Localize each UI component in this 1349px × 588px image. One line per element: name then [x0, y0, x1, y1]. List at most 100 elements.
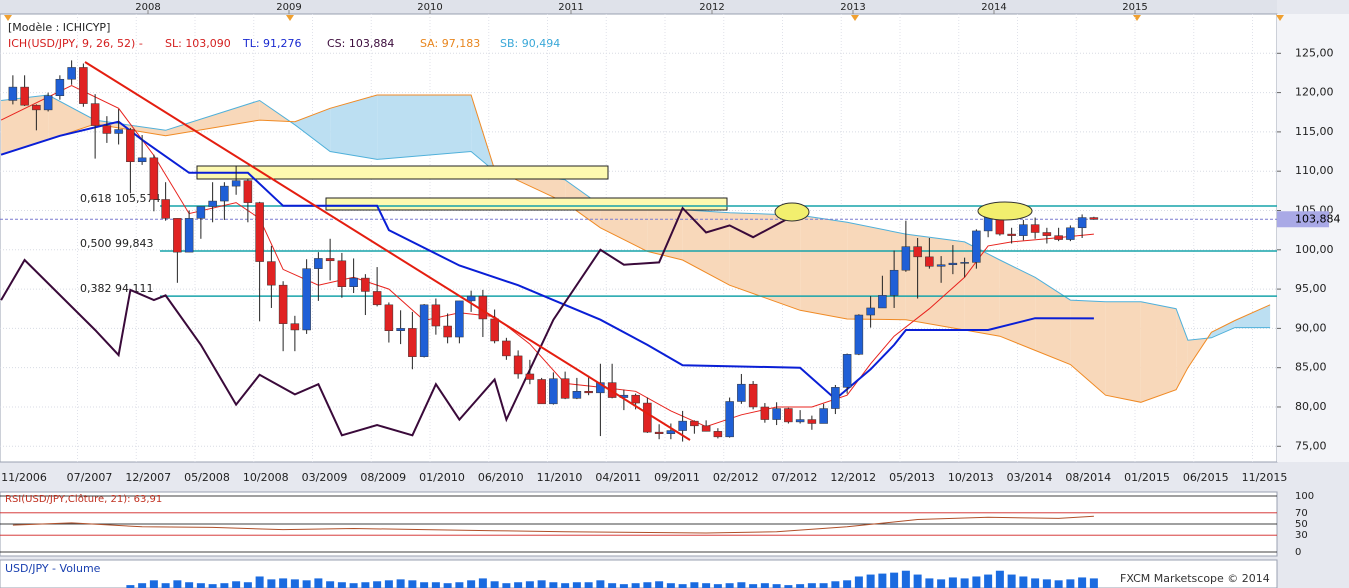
highlight-ellipse	[977, 201, 1033, 221]
x-tick-label: 05/2008	[184, 471, 230, 484]
candle-body	[537, 379, 546, 405]
candle-body	[525, 373, 535, 380]
candle-body	[607, 382, 617, 398]
volume-bar	[843, 580, 852, 588]
marker	[1133, 15, 1141, 21]
candle-body	[549, 378, 558, 405]
candle-body	[79, 67, 88, 104]
candle-body	[32, 104, 41, 111]
cloud-fill	[647, 207, 683, 261]
candle-body	[1042, 232, 1052, 236]
candle-body	[1089, 217, 1099, 220]
cloud-fill	[800, 215, 848, 319]
volume-bar	[173, 580, 182, 588]
volume-bar	[525, 581, 534, 588]
candle-body	[231, 180, 241, 187]
x-tick-label: 07/2012	[772, 471, 818, 484]
rsi-tick-label: 70	[1295, 508, 1308, 519]
volume-bar	[1078, 577, 1087, 588]
cloud-fill	[330, 94, 378, 160]
candle-body	[396, 328, 405, 331]
top-tick-label: 2011	[558, 2, 583, 13]
candle-body	[20, 86, 29, 106]
candle-body	[936, 264, 946, 267]
cloud-fill	[999, 260, 1036, 351]
candle-body	[149, 157, 159, 200]
candle-body	[90, 103, 100, 126]
x-tick-label: 05/2013	[889, 471, 935, 484]
candle-body	[419, 304, 429, 357]
model-label: [Modèle : ICHICYP]	[8, 21, 110, 34]
volume-bar	[796, 584, 805, 588]
volume-bar	[314, 578, 323, 588]
candle-body	[866, 307, 875, 316]
volume-bar	[408, 580, 417, 588]
volume-bar	[831, 581, 840, 588]
volume-bar	[584, 582, 593, 588]
y-tick-label: 120,00	[1295, 86, 1334, 99]
rsi-line	[12, 515, 1094, 534]
candle-body	[173, 218, 182, 253]
candle-body	[737, 383, 746, 402]
x-tick-label: 09/2011	[654, 471, 700, 484]
top-tick-label: 2014	[981, 2, 1006, 13]
volume-bar	[713, 584, 722, 588]
y-tick-label: 80,00	[1295, 400, 1327, 413]
x-tick-label: 06/2015	[1183, 471, 1229, 484]
candle-body	[666, 430, 676, 434]
volume-bar	[619, 584, 628, 588]
candle-body	[1077, 217, 1087, 229]
x-tick-label: 03/2009	[302, 471, 348, 484]
volume-bar	[725, 583, 734, 588]
y-tick-label: 75,00	[1295, 439, 1327, 452]
marker	[286, 15, 294, 21]
volume-bar	[232, 581, 241, 588]
indicator-label: SL: 103,090	[165, 37, 231, 50]
candle-body	[443, 325, 452, 338]
candle-body	[725, 401, 734, 438]
volume-bar	[608, 583, 617, 588]
top-tick-label: 2012	[699, 2, 724, 13]
cloud-fill	[1211, 320, 1235, 338]
candle-body	[713, 431, 723, 438]
volume-bar	[702, 583, 711, 588]
volume-bar	[243, 582, 252, 588]
candle-body	[1054, 235, 1063, 240]
top-tick-label: 2008	[135, 2, 160, 13]
top-tick-label: 2010	[417, 2, 442, 13]
volume	[126, 570, 1098, 588]
candle-body	[513, 355, 523, 375]
candle-body	[584, 391, 593, 394]
axes: 75,0080,0085,0090,0095,00100,00105,00110…	[1, 2, 1340, 484]
candle-body	[8, 86, 18, 101]
candle-body	[408, 328, 417, 357]
indicator-label: SB: 90,494	[500, 37, 560, 50]
candle-body	[960, 262, 969, 264]
cloud-fill	[905, 234, 965, 330]
candle-body	[290, 323, 300, 331]
annotations-back	[196, 165, 728, 211]
candle-body	[302, 268, 311, 331]
volume-bar	[819, 583, 828, 588]
volume-bar	[1089, 578, 1098, 588]
candle-body	[913, 246, 922, 258]
candle-body	[889, 269, 899, 296]
candle-body	[819, 408, 828, 424]
candle-body	[255, 202, 264, 262]
candle-body	[55, 78, 65, 96]
candle-body	[643, 402, 652, 433]
candle-body	[502, 340, 511, 357]
volume-bar	[807, 583, 816, 588]
x-tick-label: 08/2009	[360, 471, 406, 484]
volume-bar	[326, 581, 335, 588]
candle-body	[137, 157, 147, 163]
volume-bar	[960, 578, 969, 588]
candle-body	[807, 419, 817, 424]
volume-bar	[1042, 579, 1051, 588]
candle-body	[67, 67, 76, 80]
fib-label: 0,500 99,843	[80, 237, 153, 250]
y-tick-label: 125,00	[1295, 46, 1334, 59]
candle-body	[243, 180, 253, 203]
volume-bar	[302, 580, 311, 588]
candle-body	[678, 420, 687, 431]
